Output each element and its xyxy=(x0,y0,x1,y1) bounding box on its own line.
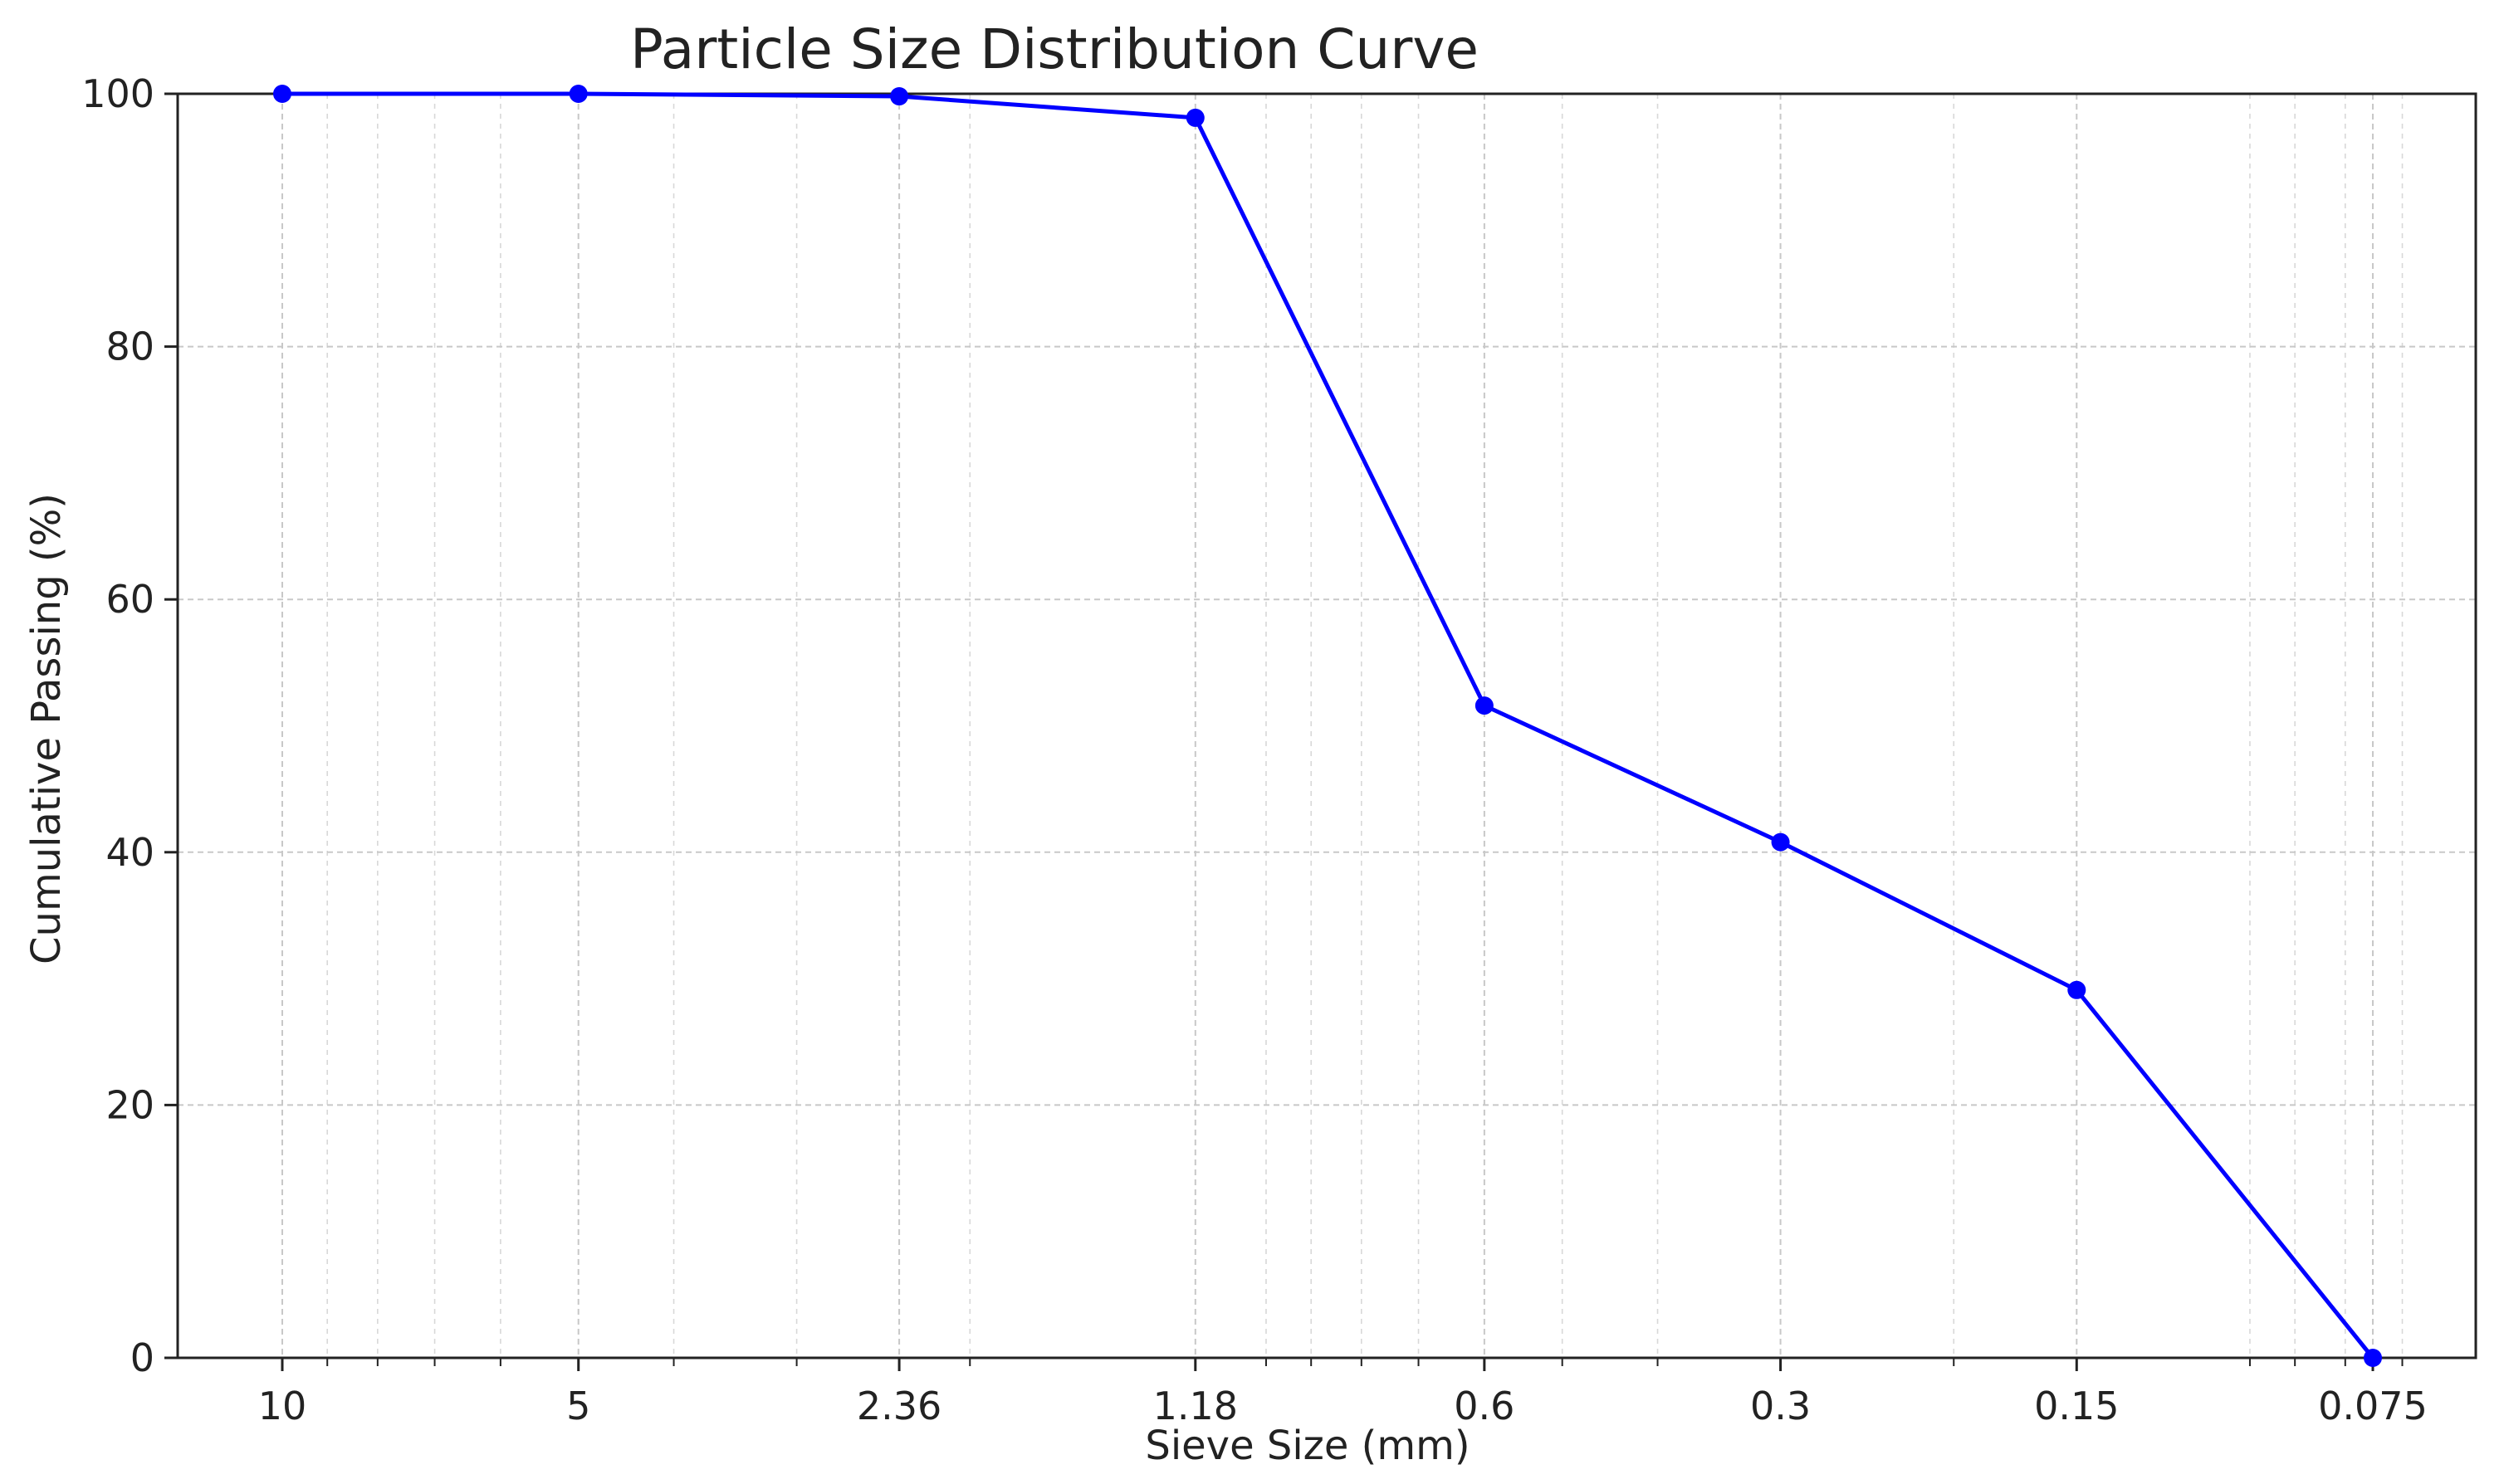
x-tick-label: 0.6 xyxy=(1454,1384,1514,1428)
y-tick-label: 80 xyxy=(105,325,154,369)
y-tick-label: 100 xyxy=(81,71,154,116)
data-point xyxy=(569,85,588,103)
y-axis-ticks: 0 20 40 60 80 100 xyxy=(81,71,178,1380)
data-point xyxy=(2364,1349,2382,1367)
x-tick-label: 0.075 xyxy=(2318,1384,2428,1428)
x-tick-label: 10 xyxy=(258,1384,307,1428)
plot-frame xyxy=(176,92,2477,1360)
plot-border xyxy=(176,92,2477,1360)
chart-title: Particle Size Distribution Curve xyxy=(630,17,1479,81)
data-point xyxy=(1186,108,1205,127)
y-tick-label: 20 xyxy=(105,1082,154,1127)
data-point xyxy=(1475,696,1494,715)
y-tick-label: 60 xyxy=(105,577,154,622)
data-point xyxy=(1771,832,1790,852)
data-point xyxy=(890,87,909,106)
data-point xyxy=(2067,980,2086,999)
x-tick-label: 1.18 xyxy=(1153,1384,1238,1428)
x-axis-label: Sieve Size (mm) xyxy=(1145,1423,1470,1469)
y-tick-label: 40 xyxy=(105,830,154,875)
x-tick-label: 5 xyxy=(566,1384,590,1428)
x-tick-label: 0.3 xyxy=(1750,1384,1811,1428)
data-point xyxy=(273,85,291,103)
x-tick-label: 2.36 xyxy=(857,1384,941,1428)
grid-lines xyxy=(178,93,2476,1359)
y-tick-label: 0 xyxy=(130,1335,154,1380)
x-axis-ticks: 10 5 2.36 1.18 0.6 0.3 0.15 0.075 xyxy=(258,1358,2428,1428)
data-series xyxy=(273,85,2382,1367)
y-axis-label: Cumulative Passing (%) xyxy=(23,493,70,964)
x-tick-label: 0.15 xyxy=(2034,1384,2119,1428)
series-line xyxy=(282,91,2374,1360)
